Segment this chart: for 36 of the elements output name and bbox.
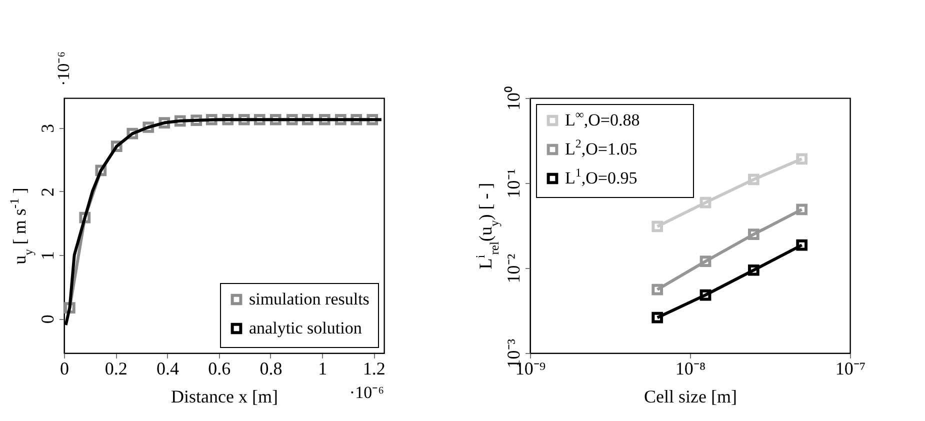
point	[796, 239, 808, 251]
legend-label: L$^{2}$,O=1.05	[565, 136, 638, 158]
legend-label: L$^{1}$,O=0.95	[565, 166, 638, 188]
point	[652, 220, 664, 232]
y-tick-label: 3	[38, 124, 58, 133]
x-tick-label: 0.2	[104, 358, 128, 378]
x-axis-title: Cell size [m]	[644, 386, 737, 406]
legend-label: L$^{∞}$,O=0.88	[565, 108, 640, 130]
x-tick-label: 0.4	[156, 358, 179, 378]
x-tick-label: 0.8	[260, 358, 282, 378]
point	[700, 256, 712, 267]
y-tick-label: 10⁻²	[504, 254, 524, 284]
point	[700, 196, 712, 208]
x-tick-label: 0.6	[208, 358, 231, 378]
y-tick-label: 1	[38, 251, 58, 260]
x-tick-label: 10⁻⁸	[675, 358, 706, 378]
legend-label: simulation results	[249, 290, 370, 308]
point	[796, 204, 808, 216]
text: ·10⁻⁶	[54, 51, 73, 86]
y-tick-label: 10⁰	[504, 86, 524, 110]
x-axis-title: Distance x [m]	[171, 386, 278, 406]
x-tick-label: 1.2	[362, 358, 386, 378]
text: ·10⁻⁶	[349, 383, 384, 402]
y-tick-label: 10⁻¹	[504, 168, 524, 198]
point	[700, 289, 712, 301]
y-tick-label: 2	[38, 187, 58, 196]
point	[748, 228, 760, 240]
legend-label: analytic solution	[249, 318, 362, 338]
x-tick-label: 1	[318, 358, 328, 378]
point	[748, 264, 760, 276]
y-tick-label: 0	[38, 314, 58, 324]
x-tick-label: 10⁻⁷	[835, 358, 866, 378]
point	[652, 284, 664, 296]
point	[796, 153, 808, 165]
point	[652, 312, 664, 324]
point	[748, 174, 760, 186]
